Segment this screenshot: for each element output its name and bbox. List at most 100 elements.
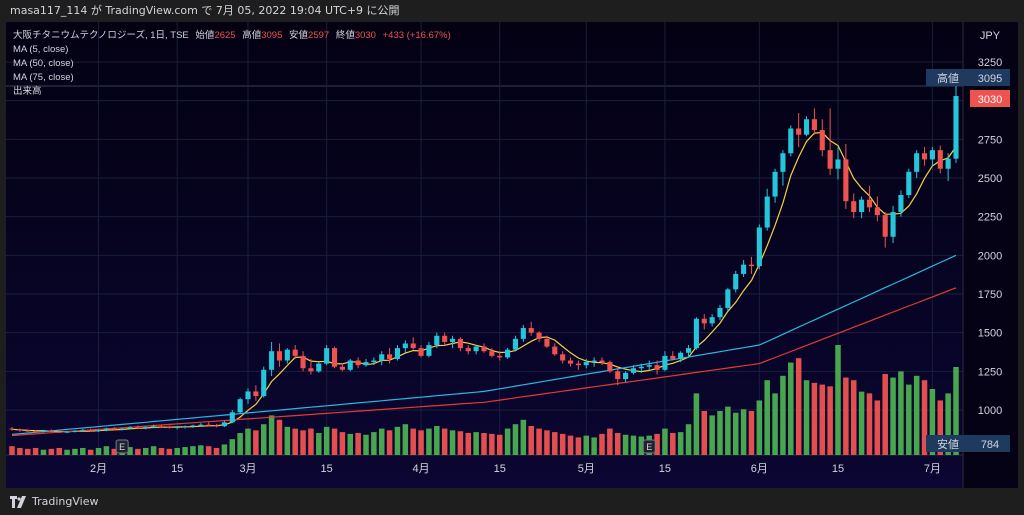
volume-bar — [371, 432, 377, 455]
time-axis: 2月 15 3月 15 4月 15 5月 15 6月 15 7月 — [90, 463, 941, 475]
volume-bar — [772, 393, 778, 455]
volume-bar — [504, 428, 511, 455]
volume-bar — [512, 424, 519, 455]
high-label: 高値 — [242, 29, 262, 41]
candle-body — [670, 355, 676, 359]
candle-body — [874, 207, 880, 216]
low-tag-value-bg — [970, 435, 1010, 452]
volume-bar — [205, 446, 212, 455]
candle-body — [583, 362, 589, 366]
candle-body — [473, 346, 479, 352]
volume-bar — [316, 433, 322, 455]
price-tick-label: 2750 — [978, 134, 1002, 146]
candlesticks — [9, 85, 959, 434]
indicator-volume[interactable]: 出来高 — [13, 85, 42, 97]
volume-bar — [103, 446, 110, 455]
last-price-tag: 3030 — [970, 90, 1010, 107]
candle-body — [520, 328, 526, 339]
volume-bar — [937, 400, 944, 455]
volume-bar — [654, 433, 660, 455]
candle-body — [292, 349, 298, 356]
volume-bar — [913, 375, 920, 455]
high-value: 3095 — [261, 30, 282, 41]
candle-body — [166, 427, 172, 429]
candle-body — [269, 351, 275, 370]
indicator-ma75[interactable]: MA (75, close) — [13, 72, 74, 83]
candle-body — [379, 354, 385, 361]
time-tick-label: 15 — [832, 463, 844, 475]
footer-bar: TradingView — [0, 488, 1024, 515]
volume-bar — [866, 393, 873, 455]
candle-body — [80, 430, 86, 432]
volume-bar — [418, 430, 424, 455]
volume-bar — [457, 431, 464, 455]
candle-body — [190, 425, 196, 427]
price-tick-label: 1500 — [978, 328, 1002, 340]
candle-body — [811, 119, 817, 131]
volume-bar — [441, 428, 448, 455]
volume-bar — [268, 415, 275, 455]
volume-bar — [394, 426, 401, 455]
candle-body — [607, 362, 613, 372]
volume-bar — [567, 435, 574, 455]
volume-bar — [142, 447, 149, 455]
candle-body — [662, 355, 668, 370]
candle-body — [151, 426, 157, 428]
volume-bar — [166, 448, 173, 455]
candle-body — [402, 343, 408, 349]
candle-body — [221, 422, 227, 427]
volume-bar — [858, 391, 865, 455]
candle-body — [174, 427, 180, 429]
ma75-line — [11, 287, 957, 437]
price-chart[interactable]: EE 1000125015001750200022502500275030003… — [6, 22, 1018, 488]
volume-bar — [24, 448, 31, 455]
candle-body — [772, 171, 778, 197]
candle-body — [363, 362, 369, 366]
volume-bar — [496, 434, 503, 455]
volume-bar — [150, 446, 157, 455]
price-tick-label: 2250 — [978, 212, 1002, 224]
volume-bar — [347, 433, 354, 455]
open-label: 始値 — [195, 29, 215, 41]
legend: 大阪チタニウムテクノロジーズ, 1日, TSE 始値2625 高値3095 安値… — [13, 29, 451, 97]
volume-bar — [213, 447, 220, 455]
volume-bar — [355, 433, 361, 455]
indicator-ma50[interactable]: MA (50, close) — [13, 58, 74, 69]
volume-bar — [64, 449, 70, 455]
candle-body — [143, 427, 149, 429]
volume-bar — [591, 437, 597, 455]
candle-body — [276, 351, 283, 361]
candle-body — [921, 153, 928, 160]
volume-bar — [693, 393, 700, 455]
volume-bar — [795, 358, 802, 455]
symbol-line: 大阪チタニウムテクノロジーズ, 1日, TSE — [13, 29, 189, 41]
candle-body — [560, 354, 566, 361]
candle-body — [630, 368, 637, 373]
candle-body — [449, 338, 456, 342]
low-tag-label-bg — [926, 435, 970, 452]
candle-body — [693, 318, 699, 349]
high-tag: 高値 3095 — [926, 69, 1010, 86]
candle-body — [591, 360, 597, 363]
candle-body — [308, 368, 314, 372]
volume-bar — [811, 382, 818, 455]
volume-bar — [890, 377, 896, 455]
candle-body — [505, 349, 511, 358]
volume-bar — [945, 393, 951, 455]
price-tick-label: 1750 — [978, 289, 1002, 301]
volume-bar — [709, 415, 715, 455]
volume-bar — [426, 428, 432, 455]
volume-bar — [489, 433, 495, 455]
last-price-bg — [970, 90, 1010, 107]
time-tick-label: 3月 — [239, 463, 256, 475]
indicator-ma5[interactable]: MA (5, close) — [13, 44, 68, 55]
chart-area[interactable]: EE 1000125015001750200022502500275030003… — [6, 22, 1018, 488]
time-tick-label: 15 — [321, 463, 333, 475]
volume-bar — [614, 433, 621, 455]
publish-line: masa117_114 が TradingView.com で 7月 05, 2… — [10, 4, 400, 17]
candle-body — [567, 360, 574, 364]
high-tag-value-bg — [970, 69, 1010, 86]
volume-bar — [929, 389, 936, 455]
earnings-marker-label: E — [646, 442, 652, 452]
tradingview-logo[interactable]: TradingView — [10, 494, 98, 509]
